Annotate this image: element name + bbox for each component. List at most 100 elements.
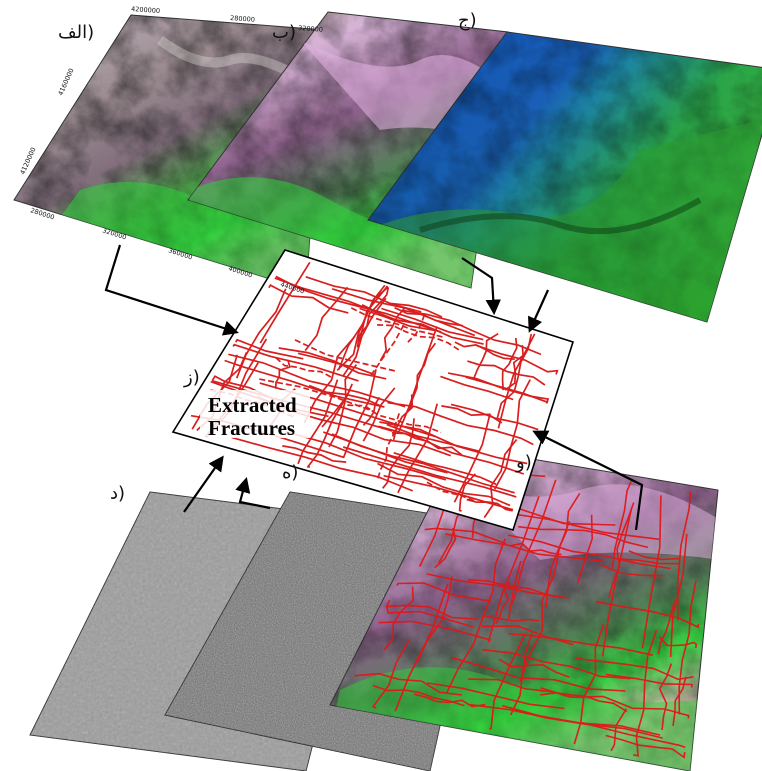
fracture-segment [407,314,426,343]
fracture-segment [362,396,381,426]
tick-east-top-2: 280000 [230,14,255,24]
fracture-segment [504,345,524,391]
fracture-segment [424,527,507,545]
label-panel-a: (الف [58,22,95,43]
fracture-segment [224,359,385,408]
extracted-fractures-title: Extracted Fractures [208,394,297,440]
arrow-d-to-g [183,455,224,513]
fracture-segment [611,480,633,569]
arrow-e-to-g [235,477,271,510]
fracture-segment [274,359,291,389]
arrow-f-to-g [532,430,644,531]
label-panel-c: (ج [458,10,477,31]
fracture-segment [297,379,339,465]
label-panel-f: (و [516,452,532,473]
fracture-segment [495,581,510,624]
fracture-segment [510,542,562,556]
label-panel-g: (ز [184,367,200,388]
fracture-segment [342,446,517,498]
fracture-segment [595,600,700,629]
fracture-segment [387,401,534,446]
fracture-segment [379,421,528,465]
fracture-segment [383,586,414,651]
fracture-segment [358,285,389,343]
fracture-segment [600,563,663,577]
fracture-segment [308,384,383,408]
fracture-segment [385,606,474,628]
fracture-segment [306,389,351,469]
label-panel-b: (ب [272,22,296,43]
fracture-segment [628,550,680,561]
fracture-segment [445,533,603,562]
fracture-segment [275,357,332,378]
fracture-segment [672,676,687,727]
fracture-segment [391,432,463,456]
fracture-segment [509,632,533,716]
fracture-segment [282,445,347,463]
fracture-segment [231,436,414,492]
fracture-segment [658,636,698,649]
fracture-segment [377,462,511,507]
fracture-segment [401,309,542,356]
panel-f-overlay [329,446,719,771]
fracture-segment [385,599,478,620]
fracture-segment [633,630,658,757]
fracture-segment [669,533,688,658]
fracture-segment [493,510,660,541]
fracture-segment [361,303,484,345]
fracture-segment [576,514,594,584]
fracture-segment [347,404,442,434]
fracture-segment [466,498,514,512]
label-panel-e: (ه [282,462,299,483]
fracture-segment [453,413,491,503]
fracture-segment [616,558,680,565]
arrow-a-to-g [104,244,239,336]
title-line-2: Fractures [208,416,296,440]
fracture-segment [426,573,565,599]
fracture-segment [476,344,559,375]
fracture-segment [493,379,531,490]
fracture-segment [601,509,632,657]
fracture-segment [397,403,439,494]
fracture-segment [441,405,503,424]
fracture-segment [458,473,477,512]
fracture-lines [190,261,559,519]
fracture-segment [359,307,436,332]
fracture-segment [610,708,627,752]
arrow-c-to-g [528,289,550,333]
fracture-segment [382,418,415,489]
fracture-segment [415,576,453,664]
fracture-segment [372,684,465,707]
fracture-segment [508,632,574,646]
fracture-segment [381,307,484,341]
fracture-segment [658,663,673,730]
fracture-segment [372,640,410,709]
arrow-b-to-g [461,257,501,316]
fracture-segment [507,534,671,570]
fracture-segment [228,353,406,408]
fracture-segment [454,341,515,361]
tick-east-top-1: 4200000 [131,5,160,15]
fracture-segment [304,286,349,352]
fracture-segment [445,538,506,695]
fracture-segment [447,372,550,404]
fracture-segment [511,479,557,605]
fracture-segment [489,633,526,730]
fracture-segment [390,302,443,318]
fracture-segment [605,734,686,759]
fracture-segment [408,342,437,411]
label-panel-d: (د [110,483,126,504]
fracture-segment [268,283,349,314]
fracture-segment [396,582,491,602]
fracture-segment [278,347,387,380]
fracture-segment [303,335,356,424]
fracture-segment [354,672,462,696]
fracture-segment [481,614,540,622]
panel-g-extracted-fractures [171,249,575,531]
fracture-segment [378,620,492,641]
fracture-segment [657,600,676,655]
tick-east-top-3: 320000 [298,24,323,34]
fracture-segment [331,287,476,337]
